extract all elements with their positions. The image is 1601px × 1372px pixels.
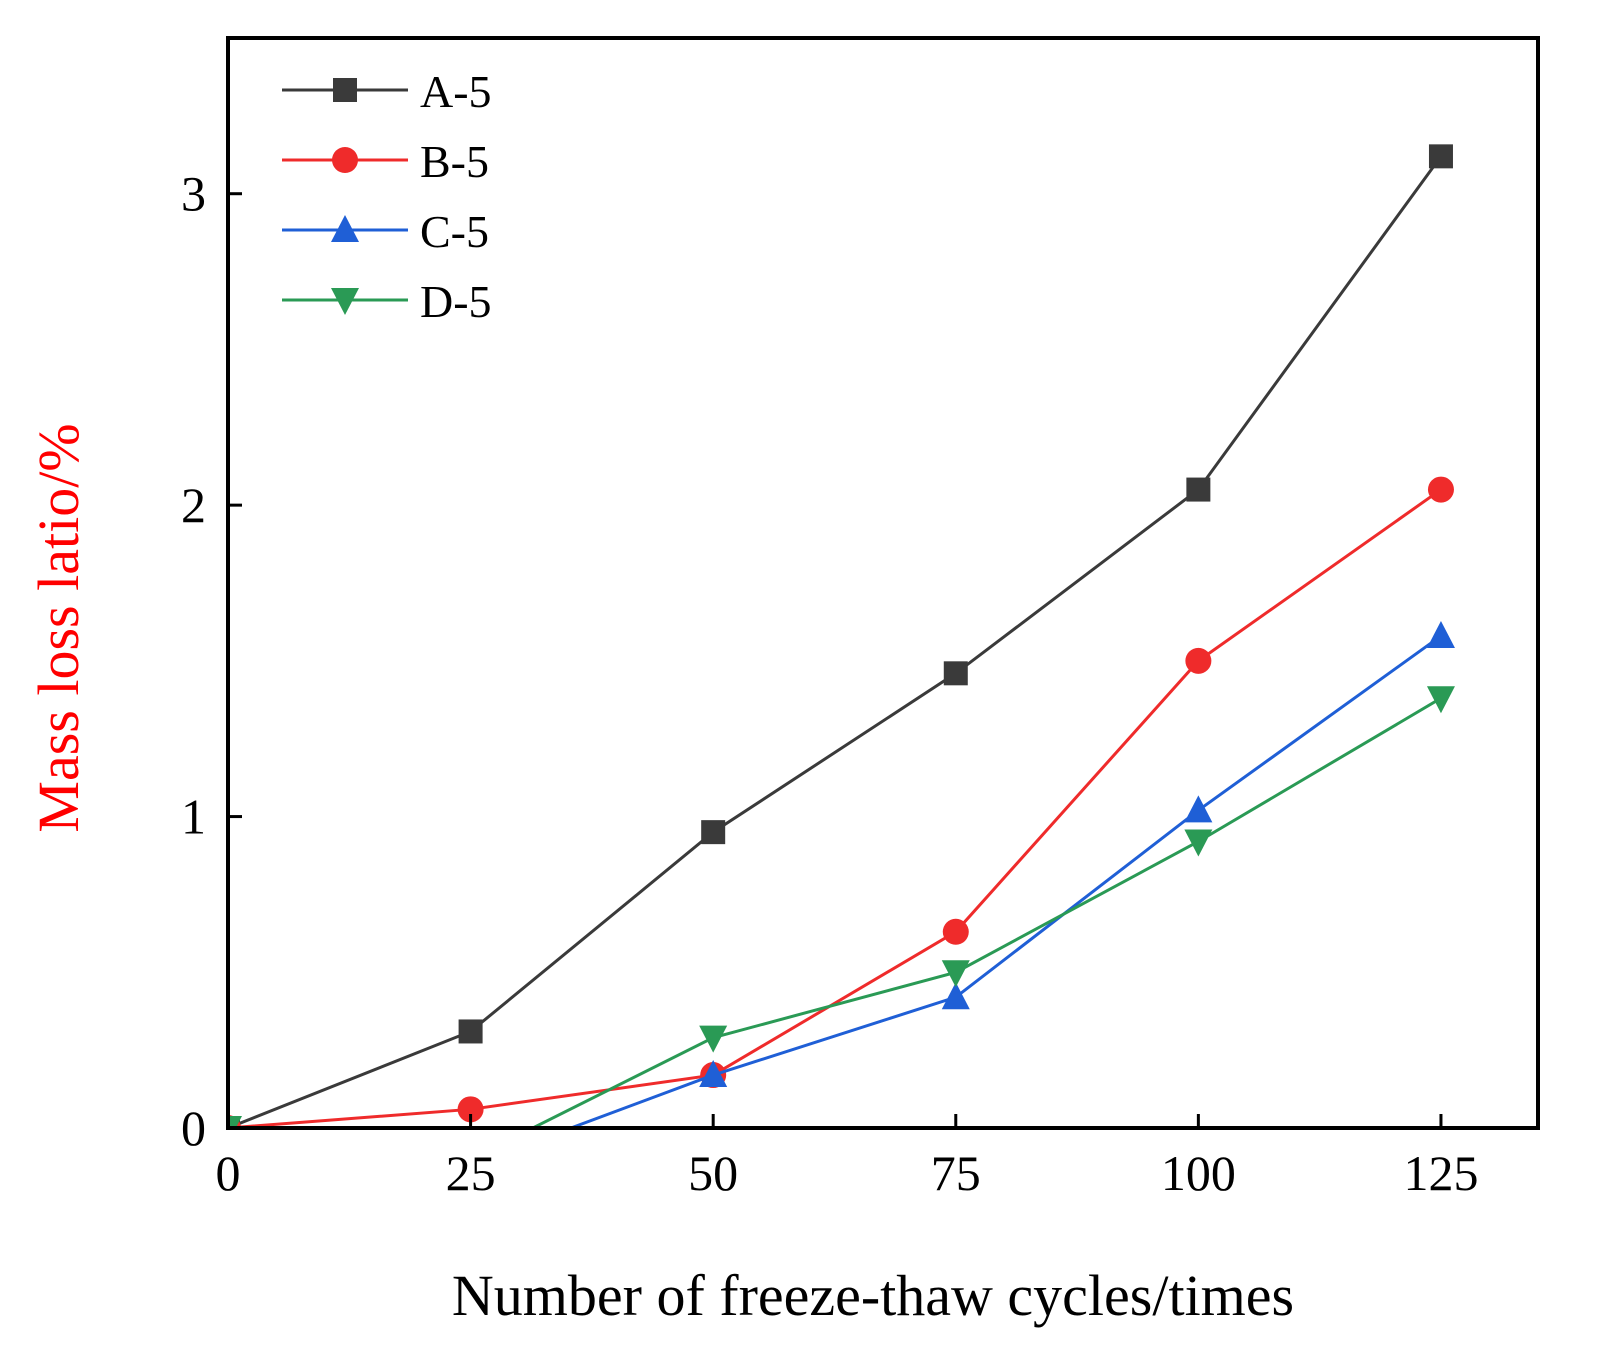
data-point-c-5 (1426, 620, 1455, 648)
data-point-a-5 (1428, 144, 1453, 169)
data-point-c-5 (699, 1060, 728, 1088)
plot-frame (226, 36, 1540, 1130)
data-point-d-5 (1426, 686, 1455, 714)
y-axis-title: Mass loss latio/% (26, 423, 91, 832)
legend-label-c-5: C-5 (420, 206, 489, 257)
x-tick-label: 0 (216, 1145, 241, 1201)
series-line-b-5 (228, 488, 1442, 1128)
x-tick-label: 25 (446, 1145, 496, 1201)
ticks-layer: 0 25 50 75 100 125 0 1 2 3 (181, 166, 1478, 1201)
x-tick-label: 125 (1403, 1145, 1478, 1201)
data-point-d-5 (228, 1116, 242, 1128)
data-point-a-5 (943, 661, 968, 686)
series-line-a-5 (228, 155, 1443, 1128)
legend-marker-c-5 (331, 215, 359, 242)
data-point-c-5 (941, 982, 970, 1010)
y-tick-label: 3 (181, 166, 206, 222)
series-clip-group (228, 144, 1455, 1128)
series-line-d-5 (228, 696, 1442, 1128)
data-point-b-5 (1185, 647, 1212, 674)
y-tick-label: 0 (181, 1100, 206, 1156)
x-tick-label: 50 (688, 1145, 738, 1201)
legend-marker-d-5 (331, 288, 359, 315)
legend-marker-a-5 (333, 78, 357, 102)
data-point-b-5 (1427, 476, 1454, 503)
legend: A-5 B-5 C-5 D-5 (282, 66, 492, 327)
data-point-b-5 (457, 1096, 484, 1123)
x-tick-label: 100 (1161, 1145, 1236, 1201)
x-tick-label: 75 (931, 1145, 981, 1201)
legend-label-b-5: B-5 (420, 136, 489, 187)
data-point-d-5 (699, 1025, 728, 1053)
series-line-c-5 (228, 634, 1442, 1128)
legend-label-d-5: D-5 (420, 276, 492, 327)
legend-label-a-5: A-5 (420, 66, 492, 117)
data-point-b-5 (942, 918, 969, 945)
data-point-d-5 (1184, 829, 1213, 857)
series-layer (228, 144, 1455, 1128)
legend-marker-b-5 (332, 147, 358, 173)
data-point-c-5 (1184, 795, 1213, 823)
data-point-a-5 (458, 1019, 483, 1044)
y-tick-label: 1 (181, 789, 206, 845)
y-tick-label: 2 (181, 477, 206, 533)
x-axis-title: Number of freeze-thaw cycles/times (452, 1263, 1294, 1328)
data-point-d-5 (941, 960, 970, 988)
data-point-a-5 (701, 820, 726, 845)
data-point-a-5 (1186, 477, 1211, 502)
